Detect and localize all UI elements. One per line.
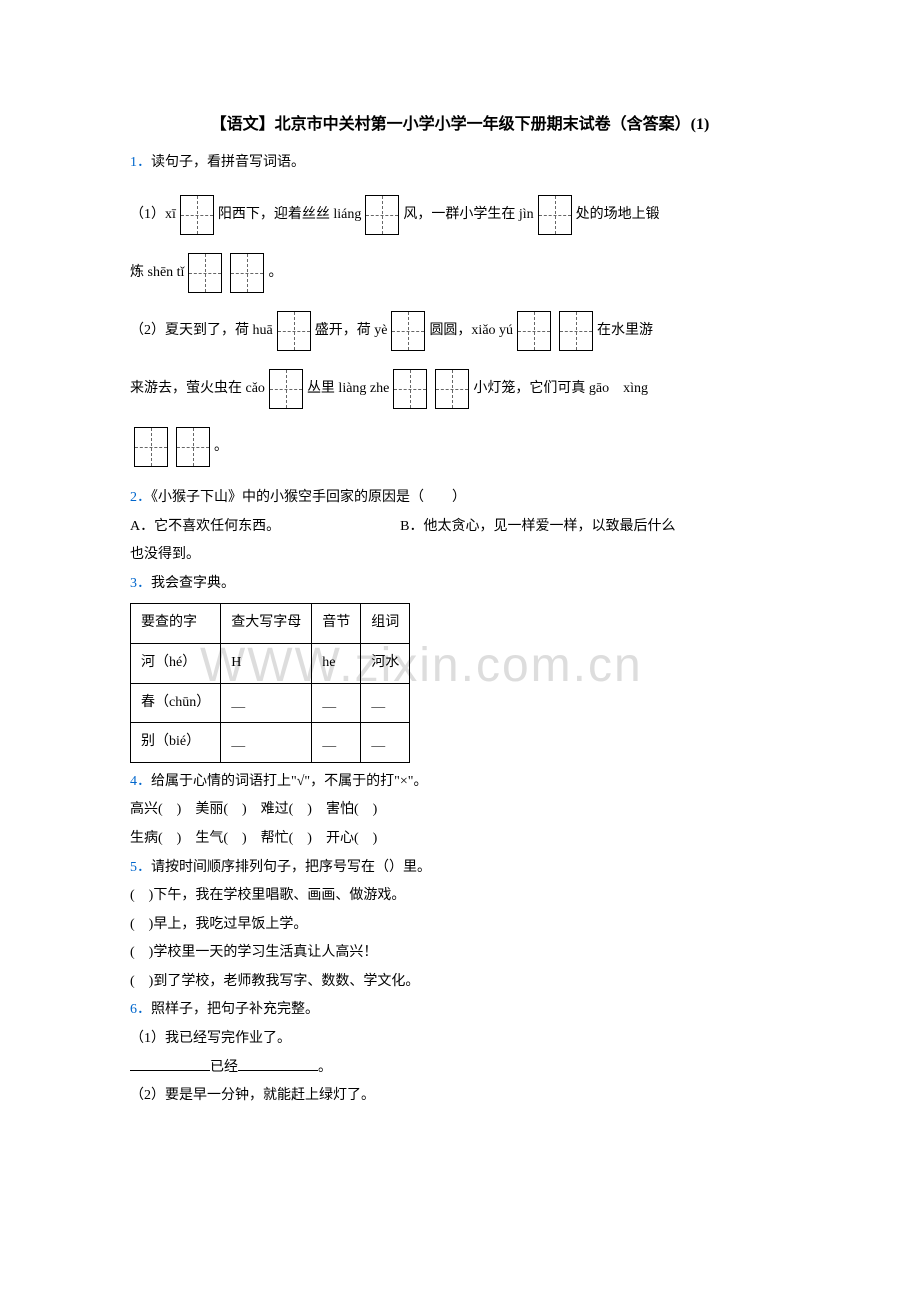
q1-l3a: （2）夏天到了，荷 huā <box>130 324 273 338</box>
q2-stem-text: 《小猴子下山》中的小猴空手回家的原因是（ ） <box>151 490 466 505</box>
q4-stem-text: 给属于心情的词语打上"√"，不属于的打"×"。 <box>151 774 427 789</box>
q6-l2: 已经 。 <box>130 1055 790 1082</box>
q1-num: 1． <box>130 155 151 170</box>
q4-num: 4． <box>130 774 151 789</box>
q1-l3d: 在水里游 <box>597 324 653 338</box>
q2-stem: 2．《小猴子下山》中的小猴空手回家的原因是（ ） <box>130 485 790 512</box>
q6-l2b: 。 <box>318 1060 332 1075</box>
pinyin-box <box>277 311 311 351</box>
q1-l1a: （1）xī <box>130 208 176 222</box>
pinyin-box <box>365 195 399 235</box>
q4-line1: 高兴( ) 美丽( ) 难过( ) 害怕( ) <box>130 797 790 824</box>
blank <box>130 1056 210 1071</box>
th: 组词 <box>361 604 410 644</box>
td: 河水 <box>361 643 410 683</box>
q4-line2: 生病( ) 生气( ) 帮忙( ) 开心( ) <box>130 826 790 853</box>
table-row: 要查的字 查大写字母 音节 组词 <box>131 604 410 644</box>
q4-stem: 4．给属于心情的词语打上"√"，不属于的打"×"。 <box>130 769 790 796</box>
q3-stem-text: 我会查字典。 <box>151 576 235 591</box>
q1-l3b: 盛开，荷 yè <box>315 324 388 338</box>
q1-l1d: 处的场地上锻 <box>576 208 660 222</box>
q1-line1: （1）xī 阳西下，迎着丝丝 liáng 风，一群小学生在 jìn 处的场地上锻 <box>130 195 790 235</box>
pinyin-box <box>391 311 425 351</box>
pinyin-box <box>230 253 264 293</box>
q1-stem-text: 读句子，看拼音写词语。 <box>151 155 305 170</box>
q2-num: 2． <box>130 490 151 505</box>
pinyin-box <box>269 369 303 409</box>
td: 春（chūn） <box>131 683 221 723</box>
q6-num: 6． <box>130 1002 151 1017</box>
td: ＿ <box>361 723 410 763</box>
td: ＿ <box>312 683 361 723</box>
table-row: 河（hé） H he 河水 <box>131 643 410 683</box>
q2-optB2: 也没得到。 <box>130 542 790 569</box>
q1-l4a: 来游去，萤火虫在 cǎo <box>130 382 265 396</box>
q3-stem: 3．我会查字典。 <box>130 571 790 598</box>
td: ＿ <box>221 683 312 723</box>
q1-l1b: 阳西下，迎着丝丝 liáng <box>218 208 362 222</box>
q1-l5a: 。 <box>214 440 228 454</box>
q5-l1: ( )下午，我在学校里唱歌、画画、做游戏。 <box>130 883 790 910</box>
q6-l1: （1）我已经写完作业了。 <box>130 1026 790 1053</box>
q1-l4b: 丛里 liàng zhe <box>307 382 389 396</box>
td: ＿ <box>361 683 410 723</box>
td: H <box>221 643 312 683</box>
q1-line2: 炼 shēn tǐ 。 <box>130 253 790 293</box>
q6-l2a: 已经 <box>210 1060 238 1075</box>
pinyin-box <box>188 253 222 293</box>
q1-l3c: 圆圆，xiǎo yú <box>429 324 513 338</box>
td: ＿ <box>221 723 312 763</box>
q5-stem: 5．请按时间顺序排列句子，把序号写在（）里。 <box>130 855 790 882</box>
pinyin-box <box>180 195 214 235</box>
q1-l1c: 风，一群小学生在 jìn <box>403 208 533 222</box>
q1-stem: 1．读句子，看拼音写词语。 <box>130 150 790 177</box>
q2-optB: B．他太贪心，见一样爱一样，以致最后什么 <box>400 514 675 541</box>
dict-table: 要查的字 查大写字母 音节 组词 河（hé） H he 河水 春（chūn） ＿… <box>130 603 410 762</box>
pinyin-box <box>134 427 168 467</box>
q1-line5: 。 <box>130 427 790 467</box>
pinyin-box <box>538 195 572 235</box>
th: 音节 <box>312 604 361 644</box>
q6-stem-text: 照样子，把句子补充完整。 <box>151 1002 319 1017</box>
td: 别（bié） <box>131 723 221 763</box>
td: ＿ <box>312 723 361 763</box>
td: he <box>312 643 361 683</box>
q2-options: A．它不喜欢任何东西。 B．他太贪心，见一样爱一样，以致最后什么 <box>130 514 790 541</box>
q1-line4: 来游去，萤火虫在 cǎo 丛里 liàng zhe 小灯笼，它们可真 gāo x… <box>130 369 790 409</box>
q5-l2: ( )早上，我吃过早饭上学。 <box>130 912 790 939</box>
q2-optA: A．它不喜欢任何东西。 <box>130 514 280 541</box>
q1-l2a: 炼 shēn tǐ <box>130 266 184 280</box>
pinyin-box <box>393 369 427 409</box>
q6-l3: （2）要是早一分钟，就能赶上绿灯了。 <box>130 1083 790 1110</box>
page-title: 【语文】北京市中关村第一小学小学一年级下册期末试卷（含答案）(1) <box>130 110 790 140</box>
q5-num: 5． <box>130 860 151 875</box>
q5-l3: ( )学校里一天的学习生活真让人高兴！ <box>130 940 790 967</box>
pinyin-box <box>559 311 593 351</box>
q1-l2b: 。 <box>268 266 282 280</box>
q6-stem: 6．照样子，把句子补充完整。 <box>130 997 790 1024</box>
td: 河（hé） <box>131 643 221 683</box>
table-row: 别（bié） ＿ ＿ ＿ <box>131 723 410 763</box>
pinyin-box <box>176 427 210 467</box>
blank <box>238 1056 318 1071</box>
q3-num: 3． <box>130 576 151 591</box>
q1-line3: （2）夏天到了，荷 huā 盛开，荷 yè 圆圆，xiǎo yú 在水里游 <box>130 311 790 351</box>
q5-stem-text: 请按时间顺序排列句子，把序号写在（）里。 <box>151 860 431 875</box>
q5-l4: ( )到了学校，老师教我写字、数数、学文化。 <box>130 969 790 996</box>
th: 查大写字母 <box>221 604 312 644</box>
pinyin-box <box>517 311 551 351</box>
q1-l4c: 小灯笼，它们可真 gāo xìng <box>473 382 648 396</box>
th: 要查的字 <box>131 604 221 644</box>
pinyin-box <box>435 369 469 409</box>
table-row: 春（chūn） ＿ ＿ ＿ <box>131 683 410 723</box>
